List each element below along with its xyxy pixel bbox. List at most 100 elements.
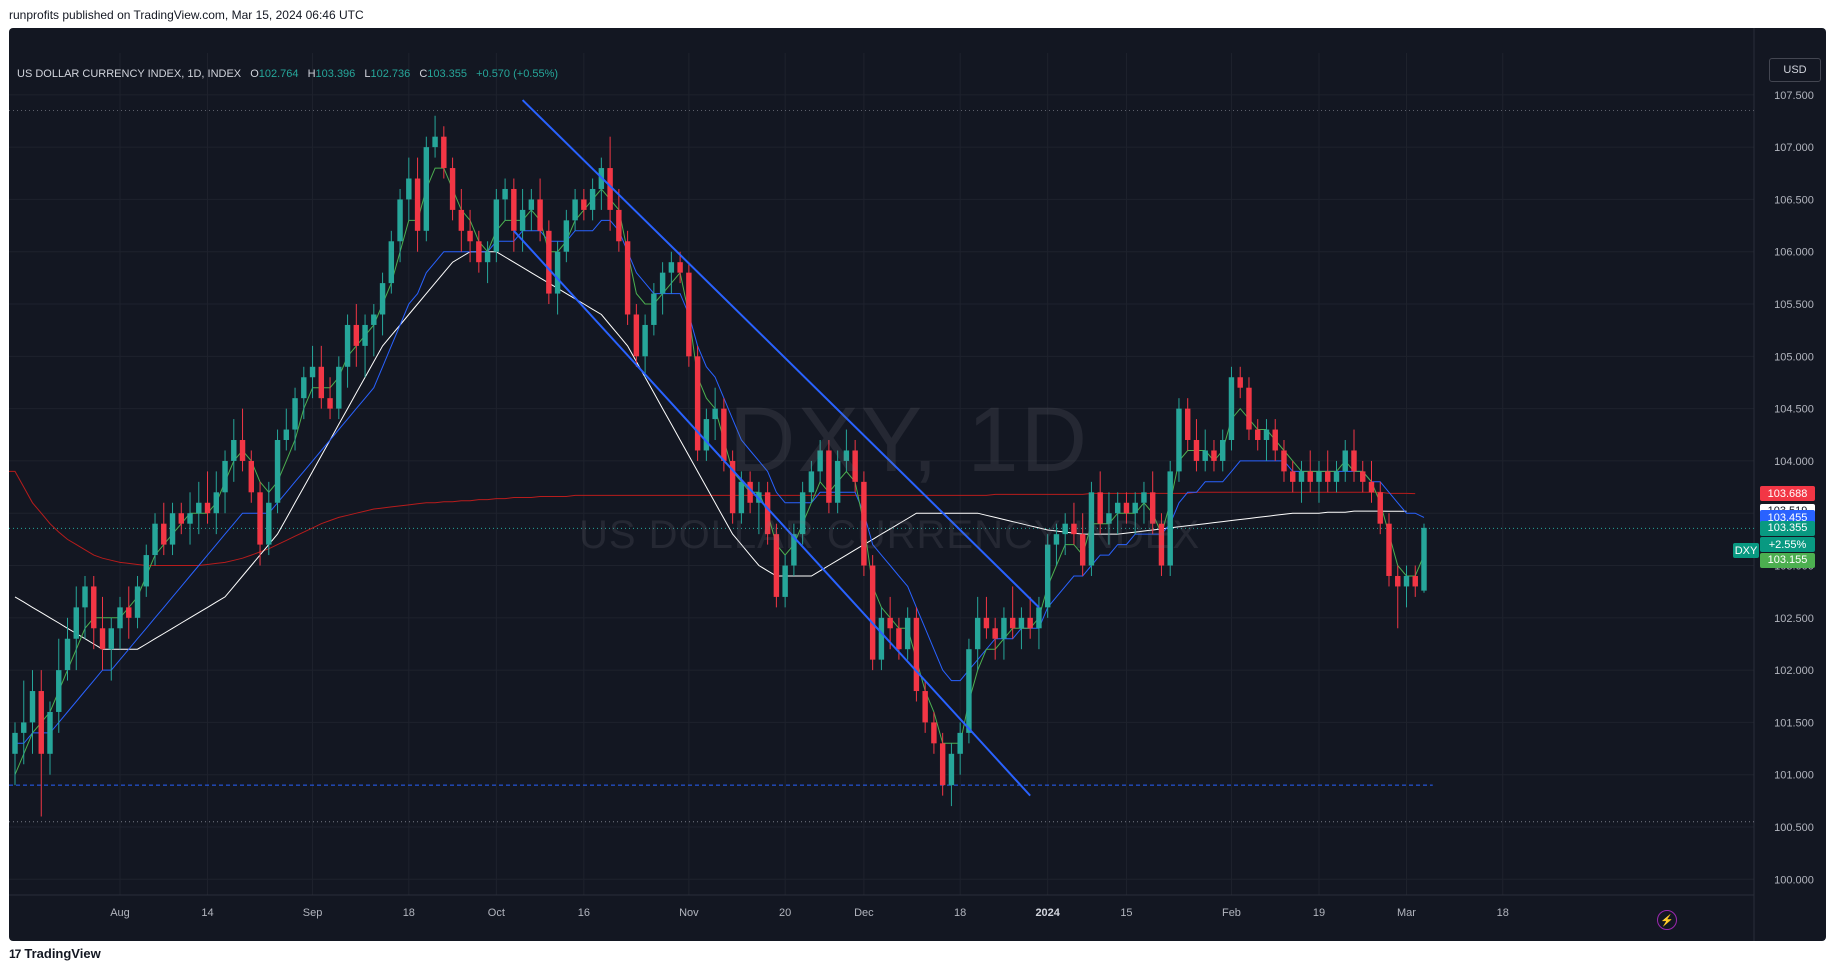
candle-body: [204, 502, 211, 514]
candle-body: [957, 732, 963, 754]
y-tick-label: 104.000: [1774, 456, 1814, 468]
candle-body: [283, 429, 290, 441]
candle-body: [1158, 523, 1165, 566]
candle-body: [327, 398, 333, 409]
candle-body: [686, 272, 692, 357]
tradingview-brand[interactable]: 17 TradingView: [9, 946, 101, 961]
candle-body: [694, 356, 701, 451]
ema-fast-line: [14, 167, 1425, 775]
candle-body: [82, 586, 88, 608]
x-tick-label: Aug: [110, 907, 130, 919]
candle-body: [152, 523, 158, 556]
candle-body: [1079, 534, 1086, 566]
candle-body: [222, 460, 228, 493]
x-tick-label: 20: [779, 907, 791, 919]
candle-body: [91, 586, 97, 629]
y-tick-label: 105.000: [1774, 351, 1814, 363]
x-tick-label: 14: [201, 907, 213, 919]
candle-body: [861, 481, 867, 566]
x-tick-label: Dec: [854, 907, 874, 919]
candle-body: [108, 628, 114, 650]
x-tick-label: Sep: [303, 907, 323, 919]
candle-body: [493, 199, 500, 252]
candle-body: [432, 136, 438, 148]
candle-body: [554, 251, 561, 294]
candle-body: [738, 481, 745, 514]
ema-mid-line: [15, 219, 1425, 744]
candle-body: [362, 324, 368, 346]
candle-body: [1202, 450, 1208, 461]
candle-body: [213, 492, 219, 514]
candle-body: [1386, 523, 1392, 576]
x-tick-label: 16: [578, 907, 590, 919]
candle-body: [484, 251, 491, 263]
candle-body: [1088, 492, 1095, 566]
candle-body: [126, 607, 132, 618]
candle-body: [379, 283, 386, 315]
y-tick-label: 100.000: [1774, 874, 1814, 886]
candle-body: [134, 586, 141, 618]
candle-body: [624, 241, 631, 315]
chart-canvas[interactable]: 100.000 100.500 101.000 101.500 102.000 102.5…: [9, 28, 1826, 941]
x-tick-label: Feb: [1222, 907, 1241, 919]
legend-high-label: H: [307, 68, 316, 80]
candle-body: [73, 607, 79, 639]
candle-body: [38, 691, 44, 754]
candle-body: [843, 450, 850, 461]
candle-body: [1246, 387, 1252, 430]
candle-body: [1412, 575, 1418, 587]
candle-body: [834, 460, 841, 503]
watermark-name: US DOLLAR CURRENCY INDEX: [579, 513, 1201, 557]
candle-body: [992, 628, 998, 639]
candle-body: [791, 534, 797, 566]
candle-body: [913, 617, 920, 692]
lightning-icon[interactable]: ⚡: [1657, 910, 1677, 930]
candle-body: [537, 199, 543, 231]
candle-body: [1220, 440, 1226, 461]
price-tag: 103.155: [1760, 552, 1815, 568]
candle-body: [12, 732, 18, 754]
x-tick-label: 15: [1120, 907, 1132, 919]
price-tag: 103.355: [1760, 520, 1815, 536]
chart-frame[interactable]: 100.000 100.500 101.000 101.500 102.000 102.5…: [9, 28, 1826, 941]
channel-trendline: [513, 230, 1031, 797]
candle-body: [712, 408, 718, 420]
candle-body: [1027, 617, 1033, 629]
candle-body: [143, 555, 149, 587]
candle-body: [633, 314, 640, 357]
candle-body: [1298, 471, 1305, 482]
candle-body: [659, 272, 666, 294]
candle-body: [196, 502, 202, 514]
y-tick-label: 101.500: [1774, 717, 1814, 729]
candle-body: [1193, 440, 1200, 461]
candle-body: [782, 565, 788, 597]
candle-body: [1333, 471, 1340, 482]
candle-body: [651, 293, 657, 325]
candle-body: [869, 565, 876, 660]
candle-body: [773, 534, 780, 597]
candle-body: [721, 408, 727, 461]
candle-body: [642, 324, 648, 357]
candle-body: [1272, 429, 1278, 451]
candle-body: [1097, 492, 1103, 524]
candle-body: [1403, 575, 1410, 587]
candle-body: [1395, 575, 1401, 587]
candle-body: [1018, 617, 1025, 629]
candle-body: [1255, 429, 1261, 441]
candle-body: [21, 722, 27, 733]
legend-open-label: O: [250, 68, 259, 80]
candle-body: [747, 481, 753, 503]
candle-body: [1228, 377, 1235, 441]
candle-body: [1106, 513, 1112, 524]
y-tick-label: 107.500: [1774, 90, 1814, 102]
watermark-symbol: DXY, 1D: [729, 389, 1090, 491]
candle-body: [764, 492, 771, 535]
candle-body: [703, 419, 710, 451]
currency-button[interactable]: USD: [1769, 58, 1821, 82]
legend-close-label: C: [419, 68, 428, 80]
candle-body: [808, 471, 815, 493]
candle-body: [826, 450, 832, 503]
publish-header: runprofits published on TradingView.com,…: [0, 0, 1835, 28]
y-tick-label: 104.500: [1774, 404, 1814, 416]
candle-body: [1176, 408, 1182, 472]
